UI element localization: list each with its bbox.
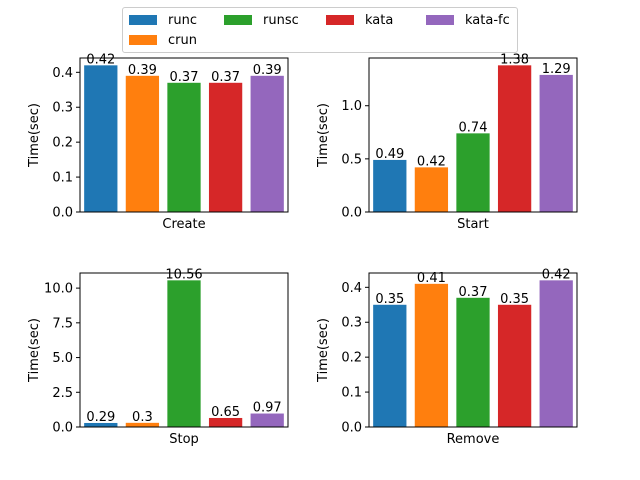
legend-item-kata-fc: kata-fc bbox=[426, 12, 510, 28]
y-tick-label-create: 0.3 bbox=[52, 101, 73, 116]
bar-remove-kata-fc bbox=[539, 280, 573, 427]
legend-item-runc: runc bbox=[129, 12, 197, 28]
axes-frame-start bbox=[368, 57, 578, 213]
y-tick-label-stop: 10.0 bbox=[44, 282, 73, 297]
y-tick-label-start: 1.0 bbox=[341, 99, 362, 114]
y-tick-label-remove: 0.0 bbox=[341, 421, 362, 436]
panel-start: 0.49 0.42 0.74 1.38 1.29 0.0 0.5 1.0 Start Time(s… bbox=[316, 52, 578, 232]
data-label-start-crun: 0.42 bbox=[417, 154, 446, 169]
data-label-remove-runsc: 0.37 bbox=[459, 285, 488, 300]
data-label-remove-kata-fc: 0.42 bbox=[542, 267, 571, 282]
bar-remove-runc bbox=[373, 304, 407, 427]
y-axis-label-remove: Time(sec) bbox=[316, 318, 331, 383]
x-axis-label-stop: Stop bbox=[169, 432, 199, 447]
panel-create: 0.42 0.39 0.37 0.37 0.39 0.0 0.1 0.2 0.3 0.4 Creat… bbox=[27, 52, 289, 232]
bar-remove-kata bbox=[497, 304, 532, 427]
y-tick-label-create: 0.0 bbox=[52, 206, 73, 221]
y-tick-label-remove: 0.1 bbox=[341, 386, 362, 401]
data-label-stop-runsc: 10.56 bbox=[165, 267, 202, 282]
legend-label-kata-fc: kata-fc bbox=[465, 12, 510, 28]
bar-start-crun bbox=[414, 167, 449, 212]
y-tick-label-stop: 7.5 bbox=[52, 316, 73, 331]
data-label-start-runc: 0.49 bbox=[375, 147, 404, 162]
y-tick-label-stop: 2.5 bbox=[52, 386, 73, 401]
x-axis-label-start: Start bbox=[457, 217, 489, 232]
data-label-start-kata-fc: 1.29 bbox=[542, 62, 571, 77]
bar-create-runsc bbox=[167, 82, 201, 212]
bar-remove-crun bbox=[414, 283, 449, 427]
bar-create-crun bbox=[125, 75, 160, 212]
legend-swatch-runc bbox=[129, 15, 157, 25]
axes-frame-stop bbox=[79, 272, 289, 428]
bar-start-runsc bbox=[456, 133, 490, 212]
legend-label-runsc: runsc bbox=[263, 12, 299, 28]
bar-stop-kata-fc bbox=[250, 413, 284, 427]
y-tick-label-remove: 0.2 bbox=[341, 351, 362, 366]
legend-label-kata: kata bbox=[365, 12, 394, 28]
data-label-create-runsc: 0.37 bbox=[170, 70, 199, 85]
y-axis-label-stop: Time(sec) bbox=[27, 318, 42, 383]
data-label-stop-crun: 0.3 bbox=[132, 410, 153, 425]
bar-start-runc bbox=[373, 159, 407, 212]
bar-stop-crun bbox=[125, 422, 160, 427]
bar-start-kata-fc bbox=[539, 74, 573, 213]
data-label-stop-kata-fc: 0.97 bbox=[253, 401, 282, 416]
data-label-create-kata: 0.37 bbox=[211, 70, 240, 85]
bar-create-kata bbox=[208, 82, 243, 212]
data-label-stop-kata: 0.65 bbox=[211, 405, 240, 420]
y-tick-label-stop: 5.0 bbox=[52, 351, 73, 366]
y-axis-label-create: Time(sec) bbox=[27, 103, 42, 168]
legend-item-crun: crun bbox=[129, 32, 197, 48]
legend-swatch-crun bbox=[129, 35, 157, 45]
y-tick-label-remove: 0.3 bbox=[341, 316, 362, 331]
y-tick-label-remove: 0.4 bbox=[341, 281, 362, 296]
y-tick-label-create: 0.2 bbox=[52, 136, 73, 151]
legend-swatch-runsc bbox=[224, 15, 252, 25]
data-label-create-kata-fc: 0.39 bbox=[253, 63, 282, 78]
x-axis-label-create: Create bbox=[162, 217, 205, 232]
data-label-create-crun: 0.39 bbox=[128, 63, 157, 78]
data-label-remove-crun: 0.41 bbox=[417, 271, 446, 286]
legend-label-runc: runc bbox=[168, 12, 197, 28]
y-tick-label-create: 0.1 bbox=[52, 171, 73, 186]
axes-frame-create bbox=[79, 57, 289, 213]
bar-create-kata-fc bbox=[250, 75, 284, 212]
data-label-start-runsc: 0.74 bbox=[459, 120, 488, 135]
bar-create-runc bbox=[84, 65, 118, 212]
legend: runc crun runsc kata kata-fc bbox=[122, 7, 518, 53]
y-axis-label-start: Time(sec) bbox=[316, 103, 331, 168]
y-tick-label-create: 0.4 bbox=[52, 66, 73, 81]
legend-item-kata: kata bbox=[326, 12, 394, 28]
bar-stop-kata bbox=[208, 417, 243, 427]
data-label-remove-kata: 0.35 bbox=[500, 292, 529, 307]
legend-item-runsc: runsc bbox=[224, 12, 299, 28]
panel-remove: 0.35 0.41 0.37 0.35 0.42 0.0 0.1 0.2 0.3 0.4 Remov… bbox=[316, 267, 578, 447]
y-tick-label-start: 0.0 bbox=[341, 206, 362, 221]
bar-stop-runsc bbox=[167, 280, 201, 427]
legend-label-crun: crun bbox=[168, 32, 197, 48]
axes-frame-remove bbox=[368, 272, 578, 428]
x-axis-label-remove: Remove bbox=[447, 432, 500, 447]
data-label-start-kata: 1.38 bbox=[500, 52, 529, 67]
bar-stop-runc bbox=[84, 422, 118, 427]
panel-stop: 0.29 0.3 10.56 0.65 0.97 0.0 2.5 5.0 7.5 10.0 Stop… bbox=[27, 267, 289, 447]
bar-remove-runsc bbox=[456, 297, 490, 427]
data-label-create-runc: 0.42 bbox=[86, 52, 115, 67]
data-label-remove-runc: 0.35 bbox=[375, 292, 404, 307]
y-tick-label-stop: 0.0 bbox=[52, 421, 73, 436]
legend-swatch-kata bbox=[326, 15, 354, 25]
data-label-stop-runc: 0.29 bbox=[86, 410, 115, 425]
bar-start-kata bbox=[497, 65, 532, 212]
legend-swatch-kata-fc bbox=[426, 15, 454, 25]
y-tick-label-start: 0.5 bbox=[341, 152, 362, 167]
